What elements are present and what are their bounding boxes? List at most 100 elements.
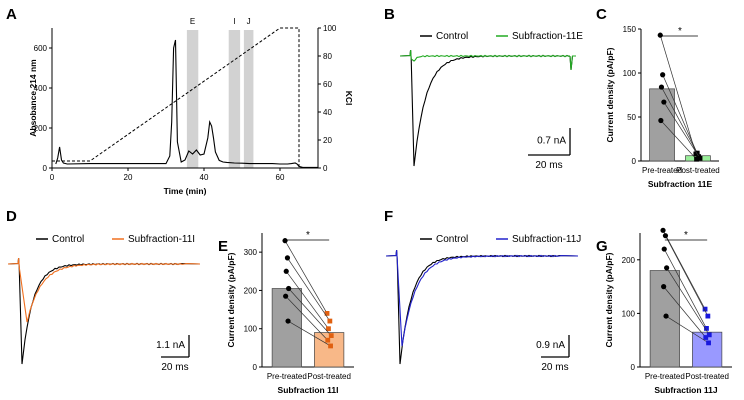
- point-post-treated: [702, 306, 708, 312]
- point-pre-treated: [662, 233, 669, 239]
- legend-subfraction: Subfraction-11I: [128, 234, 195, 245]
- scale-bar-time: 20 ms: [541, 362, 568, 373]
- y-tick-label: 0: [253, 363, 258, 372]
- y-tick-label: 300: [244, 248, 258, 257]
- y-tick-label: 100: [623, 69, 637, 78]
- significance-star: *: [678, 26, 682, 37]
- trace-control: [399, 49, 571, 167]
- panel-f-label: F: [384, 208, 393, 225]
- y-tick-label: 200: [622, 256, 636, 265]
- pair-line: [288, 288, 332, 336]
- pair-line: [284, 240, 328, 314]
- pair-line: [665, 235, 709, 317]
- y-axis-title: Current density (pA/pF): [226, 252, 236, 347]
- point-pre-treated: [660, 72, 666, 78]
- y2-tick-label: 80: [323, 52, 332, 61]
- point-post-treated: [706, 332, 712, 338]
- point-post-treated: [324, 311, 330, 316]
- scale-bar-time: 20 ms: [535, 160, 562, 171]
- scale-bar-amplitude: 0.7 nA: [537, 136, 566, 147]
- point-post-treated: [697, 155, 703, 161]
- y2-tick-label: 40: [323, 108, 332, 117]
- point-pre-treated: [284, 255, 291, 261]
- y-tick-label: 600: [34, 44, 48, 53]
- legend-subfraction: Subfraction-11J: [512, 234, 581, 245]
- point-pre-treated: [658, 117, 664, 124]
- bar-pre-treated: [649, 88, 675, 162]
- y-tick-label: 0: [43, 164, 48, 173]
- panel-g-label: G: [596, 238, 608, 255]
- pair-line: [662, 74, 699, 157]
- y-axis-title: Current density (pA/pF): [605, 47, 615, 142]
- category-label-pre-treated: Pre-treated: [267, 372, 307, 381]
- point-post-treated: [694, 156, 699, 162]
- point-post-treated: [706, 340, 711, 346]
- pair-line: [663, 101, 701, 159]
- fraction-band-e: [186, 30, 199, 168]
- fraction-label-e: E: [190, 17, 195, 26]
- panel-b-label: B: [384, 6, 395, 23]
- pair-line: [665, 315, 709, 344]
- y-tick-label: 50: [627, 113, 636, 122]
- point-post-treated: [694, 150, 700, 156]
- point-pre-treated: [657, 32, 663, 38]
- point-pre-treated: [286, 285, 292, 292]
- category-label-pre-treated: Pre-treated: [642, 166, 682, 175]
- fraction-band-j: [243, 30, 254, 168]
- point-pre-treated: [658, 84, 665, 90]
- y2-tick-label: 60: [323, 80, 332, 89]
- point-pre-treated: [283, 293, 289, 299]
- y-tick-label: 0: [631, 363, 636, 372]
- trace-subfraction-tail: [569, 55, 576, 71]
- point-pre-treated: [285, 318, 291, 324]
- significance-star: *: [684, 230, 688, 241]
- point-pre-treated: [661, 99, 667, 105]
- x-axis-title: Time (min): [164, 186, 207, 196]
- panel-d-label: D: [6, 208, 17, 225]
- y2-axis-title: KCl: [344, 91, 354, 106]
- pair-line: [287, 257, 331, 322]
- panel-a-label: A: [6, 6, 17, 23]
- subfraction-title: Subfraction 11J: [654, 385, 718, 395]
- category-label-post-treated: Post-treated: [307, 372, 351, 381]
- point-post-treated: [703, 335, 709, 340]
- y-tick-label: 100: [622, 309, 636, 318]
- subfraction-title: Subfraction 11I: [278, 385, 339, 395]
- legend-subfraction: Subfraction-11E: [512, 31, 583, 42]
- point-pre-treated: [282, 238, 288, 244]
- subfraction-title: Subfraction 11E: [648, 179, 713, 189]
- point-post-treated: [328, 343, 333, 349]
- trace-subfraction: [7, 257, 201, 323]
- point-post-treated: [328, 333, 334, 339]
- pair-line: [661, 86, 698, 154]
- point-pre-treated: [660, 227, 666, 233]
- series-absorbance: [55, 39, 318, 168]
- pair-line: [663, 248, 707, 329]
- fraction-label-i: I: [233, 17, 235, 26]
- y2-tick-label: 100: [323, 24, 337, 33]
- bar-pre-treated: [271, 288, 302, 368]
- point-pre-treated: [664, 265, 670, 271]
- pair-line: [285, 271, 329, 329]
- point-pre-treated: [663, 313, 669, 319]
- legend-control: Control: [436, 234, 468, 245]
- trace-subfraction: [385, 249, 579, 347]
- pair-line: [285, 295, 329, 341]
- legend-control: Control: [52, 234, 84, 245]
- x-tick-label: 0: [50, 173, 55, 182]
- y-tick-label: 0: [632, 157, 637, 166]
- x-tick-label: 20: [124, 173, 133, 182]
- category-label-post-treated: Post-treated: [676, 166, 720, 175]
- trace-subfraction: [399, 49, 571, 62]
- point-pre-treated: [661, 284, 667, 290]
- pair-line: [660, 120, 697, 160]
- fraction-label-j: J: [247, 17, 251, 26]
- panel-e-label: E: [218, 238, 228, 255]
- y-axis-title: Current density (pA/pF): [604, 252, 614, 347]
- category-label-post-treated: Post-treated: [685, 372, 729, 381]
- y-tick-label: 200: [244, 286, 258, 295]
- y-tick-label: 100: [244, 325, 258, 334]
- scale-bar-amplitude: 1.1 nA: [156, 340, 185, 351]
